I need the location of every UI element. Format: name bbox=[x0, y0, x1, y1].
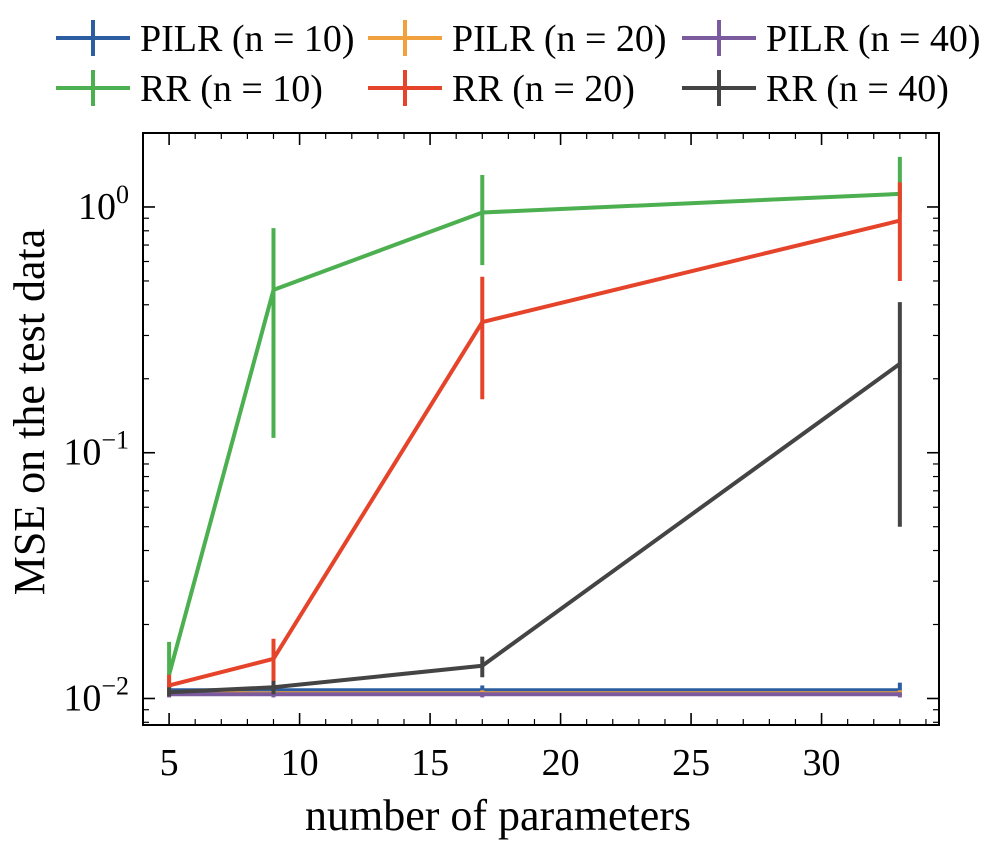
y-tick-label-base: 10 bbox=[78, 186, 116, 228]
legend-entry: RR (n = 20) bbox=[368, 68, 635, 110]
y-tick-label: 100 bbox=[78, 180, 129, 228]
x-tick-label: 25 bbox=[672, 742, 710, 784]
y-tick-label-base: 10 bbox=[63, 677, 101, 719]
y-tick-label-exponent: −2 bbox=[101, 671, 129, 700]
series-line bbox=[167, 191, 900, 676]
y-tick-label-base: 10 bbox=[63, 432, 101, 474]
legend-label: RR (n = 20) bbox=[452, 68, 635, 110]
legend-entry: RR (n = 40) bbox=[682, 68, 949, 110]
y-tick-label: 10−1 bbox=[63, 426, 129, 474]
legend-entry: PILR (n = 10) bbox=[56, 18, 355, 60]
legend-label: PILR (n = 40) bbox=[766, 18, 981, 60]
legend-label: RR (n = 40) bbox=[766, 68, 949, 110]
plot-frame bbox=[142, 132, 940, 726]
axis-ticks bbox=[142, 132, 939, 725]
series-rr-n-10- bbox=[167, 156, 902, 694]
x-tick-label: 10 bbox=[281, 742, 319, 784]
series-layer bbox=[167, 156, 902, 698]
x-axis-label: number of parameters bbox=[305, 791, 691, 840]
series-line bbox=[169, 362, 902, 695]
x-tick-label: 5 bbox=[160, 742, 179, 784]
legend: PILR (n = 10) PILR (n = 20) PILR (n = 40) R… bbox=[56, 18, 981, 110]
y-tick-label-exponent: 0 bbox=[116, 180, 129, 209]
series-rr-n-20- bbox=[167, 182, 902, 697]
y-axis-label: MSE on the test data bbox=[5, 229, 54, 596]
legend-label: RR (n = 10) bbox=[140, 68, 323, 110]
series-rr-n-40- bbox=[167, 302, 902, 697]
legend-label: PILR (n = 10) bbox=[140, 18, 355, 60]
series-line bbox=[168, 218, 901, 688]
legend-entry: PILR (n = 20) bbox=[368, 18, 667, 60]
y-tick-label: 10−2 bbox=[63, 671, 129, 719]
legend-entry: RR (n = 10) bbox=[56, 68, 323, 110]
y-tick-label-exponent: −1 bbox=[101, 426, 129, 455]
x-tick-label: 30 bbox=[803, 742, 841, 784]
legend-entry: PILR (n = 40) bbox=[682, 18, 981, 60]
x-tick-label: 15 bbox=[411, 742, 449, 784]
series-pilr-n-40- bbox=[167, 692, 902, 698]
legend-label: PILR (n = 20) bbox=[452, 18, 667, 60]
x-tick-label: 20 bbox=[542, 742, 580, 784]
